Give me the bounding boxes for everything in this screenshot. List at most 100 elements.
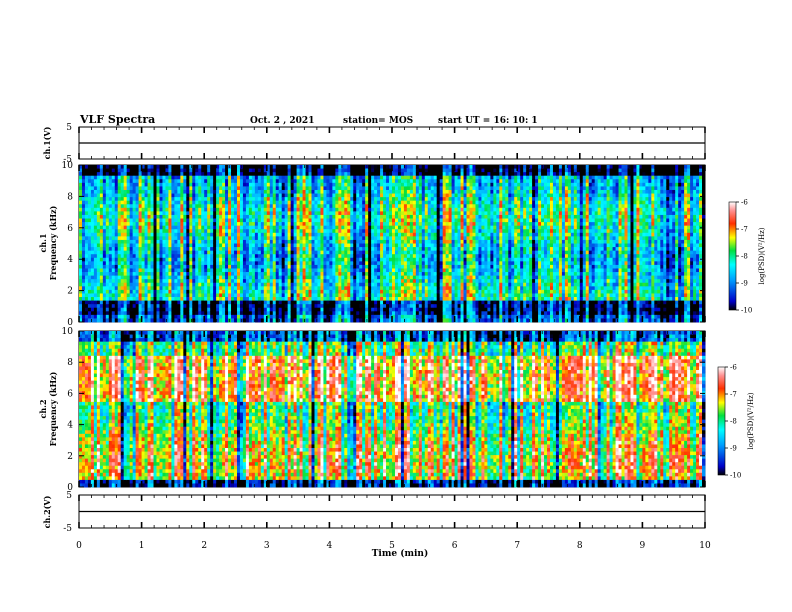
ch1-spectrogram-cell: [273, 226, 276, 230]
ch1-spectrogram-cell: [201, 208, 204, 212]
ch1-spectrogram-cell: [270, 247, 273, 251]
ch1-spectrogram-cell: [267, 197, 270, 201]
ch1-spectrogram-cell: [121, 244, 124, 248]
ch1-spectrogram-cell: [142, 211, 145, 215]
ch1-spectrogram-cell: [154, 229, 157, 233]
ch1-spectrogram-cell: [136, 272, 139, 276]
ch1-spectrogram-cell: [162, 279, 165, 283]
ch1-spectrogram-cell: [228, 179, 231, 183]
ch1-spectrogram-cell: [180, 297, 183, 301]
ch1-spectrogram-cell: [195, 222, 198, 226]
ch1-spectrogram-cell: [142, 215, 145, 219]
ch1-spectrogram-cell: [88, 222, 91, 226]
ch1-spectrogram-cell: [112, 197, 115, 201]
ch1-spectrogram-cell: [195, 190, 198, 194]
ch1-spectrogram-cell: [142, 222, 145, 226]
ch1-spectrogram-cell: [195, 297, 198, 301]
ch1-spectrogram-cell: [255, 197, 258, 201]
ch1-spectrogram-cell: [192, 215, 195, 219]
ch1-spectrogram-cell: [252, 297, 255, 301]
ch1-spectrogram-cell: [109, 201, 112, 205]
ch1-spectrogram-cell: [243, 219, 246, 223]
ch1-spectrogram-cell: [243, 201, 246, 205]
ch1-spectrogram-cell: [162, 222, 165, 226]
ch1-spectrogram-cell: [261, 265, 264, 269]
ch1-spectrogram-cell: [171, 240, 174, 244]
ch1-spectrogram-cell: [261, 197, 264, 201]
ch1-spectrogram-cell: [231, 318, 234, 322]
ch1-spectrogram-cell: [112, 268, 115, 272]
ch1-spectrogram-cell: [249, 229, 252, 233]
ch1-spectrogram-cell: [204, 272, 207, 276]
ch1-spectrogram-cell: [100, 240, 103, 244]
ch1-spectrogram-cell: [267, 293, 270, 297]
ch1-spectrogram-cell: [231, 251, 234, 255]
ch1-spectrogram-cell: [174, 290, 177, 294]
ch1-spectrogram-cell: [130, 219, 133, 223]
ch1-spectrogram-cell: [145, 254, 148, 258]
ch1-spectrogram-cell: [94, 211, 97, 215]
ch1-spectrogram-cell: [91, 315, 94, 319]
ch1-spectrogram-cell: [183, 172, 186, 176]
ch1-spectrogram-cell: [267, 236, 270, 240]
ch1-spectrogram-cell: [261, 268, 264, 272]
ch1-spectrogram-cell: [103, 233, 106, 237]
ch1-spectrogram-cell: [91, 219, 94, 223]
ch1-spectrogram-cell: [249, 172, 252, 176]
ch1-spectrogram-cell: [142, 308, 145, 312]
ch1-spectrogram-cell: [222, 290, 225, 294]
ch1-spectrogram-cell: [186, 311, 189, 315]
ch1-spectrogram-cell: [159, 304, 162, 308]
ch1-spectrogram-cell: [115, 315, 118, 319]
ch1-spectrogram-cell: [225, 236, 228, 240]
ch1-spectrogram-cell: [231, 240, 234, 244]
ch1-spectrogram-cell: [148, 290, 151, 294]
ch1-spectrogram-cell: [145, 240, 148, 244]
ch1-spectrogram-cell: [168, 222, 171, 226]
ch1-spectrogram-cell: [148, 261, 151, 265]
ch1-spectrogram-cell: [94, 197, 97, 201]
ch1-spectrogram-cell: [91, 211, 94, 215]
ch1-spectrogram-cell: [258, 276, 261, 280]
ch1-spectrogram-cell: [157, 215, 160, 219]
ch1-spectrogram-cell: [133, 293, 136, 297]
ch1-spectrogram-cell: [159, 219, 162, 223]
ch1-spectrogram-cell: [249, 211, 252, 215]
ch1-spectrogram-cell: [162, 293, 165, 297]
ch1-spectrogram-cell: [148, 183, 151, 187]
ch1-spectrogram-cell: [243, 190, 246, 194]
ch1-spectrogram-cell: [219, 165, 222, 169]
ch1-spectrogram-cell: [91, 293, 94, 297]
ch1-spectrogram-cell: [112, 308, 115, 312]
ch1-spectrogram-cell: [118, 293, 121, 297]
ch1-spectrogram-cell: [127, 226, 130, 230]
ch1-spectrogram-cell: [270, 240, 273, 244]
ch1-spectrogram-cell: [100, 265, 103, 269]
ch1-spectrogram-cell: [82, 165, 85, 169]
ch1-spectrogram-cell: [270, 172, 273, 176]
ch1-spectrogram-cell: [121, 290, 124, 294]
ch1-spectrogram-cell: [100, 283, 103, 287]
ch1-spectrogram-cell: [127, 276, 130, 280]
ch1-spectrogram-cell: [165, 244, 168, 248]
ch1-spectrogram-cell: [267, 222, 270, 226]
ch1-spectrogram-cell: [225, 304, 228, 308]
ch1-spectrogram-cell: [255, 318, 258, 322]
ch1-spectrogram-cell: [207, 165, 210, 169]
ch1-spectrogram-cell: [198, 247, 201, 251]
ch1-spectrogram-cell: [177, 215, 180, 219]
ch1-spectrogram-cell: [183, 308, 186, 312]
ch1-spectrogram-cell: [91, 194, 94, 198]
ch1-spectrogram-cell: [145, 244, 148, 248]
ch1-spectrogram-cell: [222, 226, 225, 230]
ch1-spectrogram-cell: [109, 301, 112, 305]
ch1-spectrogram-cell: [204, 247, 207, 251]
ch1-spectrogram-cell: [115, 211, 118, 215]
ch1-spectrogram-cell: [136, 297, 139, 301]
ch1-spectrogram-cell: [112, 219, 115, 223]
ch1-spectrogram-cell: [174, 265, 177, 269]
ch1-spectrogram-cell: [258, 219, 261, 223]
ch1-spectrogram-cell: [234, 258, 237, 262]
ch1-spectrogram-cell: [145, 190, 148, 194]
ch1-spectrogram-cell: [174, 204, 177, 208]
